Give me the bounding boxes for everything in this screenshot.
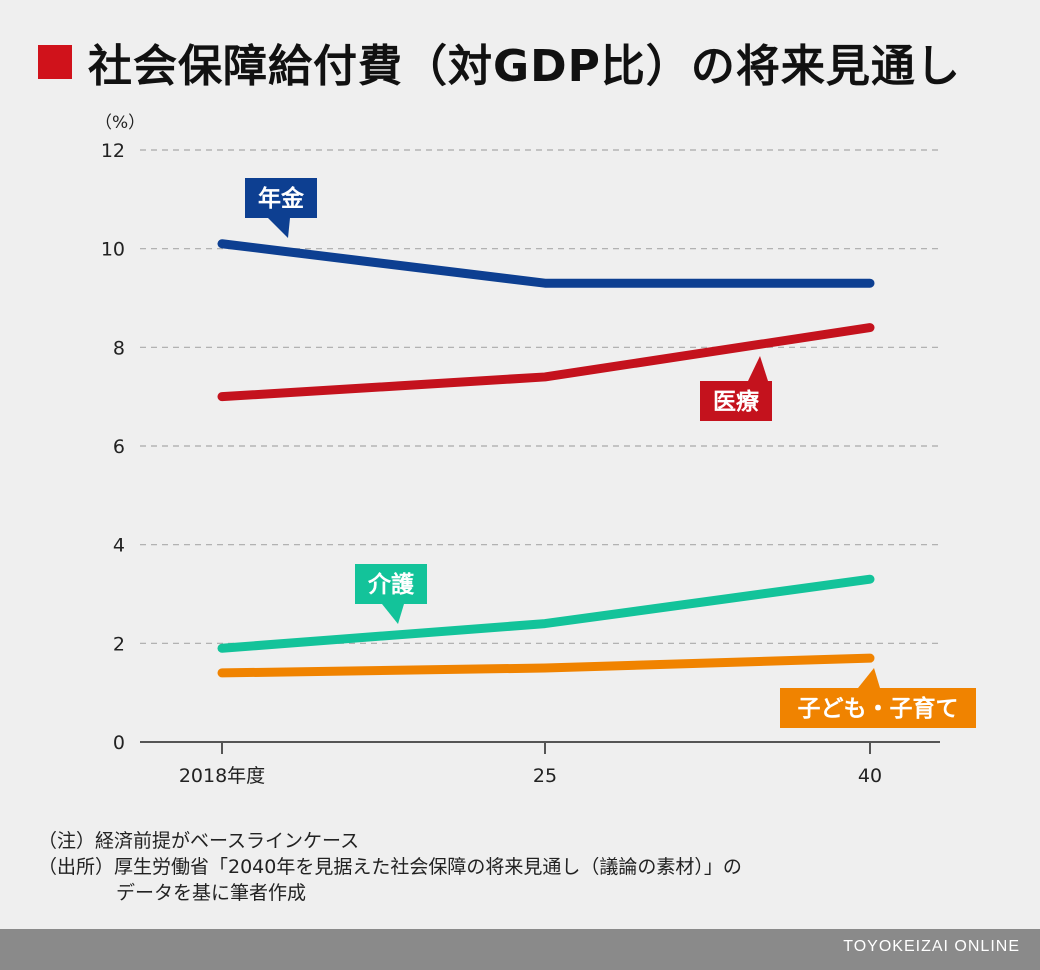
y-tick-label: 2 xyxy=(113,633,125,655)
series-label: 子ども・子育て xyxy=(780,668,976,728)
y-axis-unit-label: （%） xyxy=(95,113,145,133)
series-line xyxy=(217,239,875,288)
series-label: 医療 xyxy=(700,356,772,421)
series-label-pointer xyxy=(268,218,290,238)
series-label-text: 年金 xyxy=(258,185,305,212)
series-line xyxy=(217,323,875,402)
series-label-box xyxy=(700,381,772,421)
notes: （注）経済前提がベースラインケース （出所）厚生労働省「2040年を見据えた社会… xyxy=(38,828,742,906)
y-tick-label: 6 xyxy=(113,436,125,458)
note-source: （出所）厚生労働省「2040年を見据えた社会保障の将来見通し（議論の素材）」の xyxy=(38,856,742,878)
series-label-text: 介護 xyxy=(367,571,415,598)
series-label: 介護 xyxy=(355,564,427,624)
series-label-box xyxy=(780,688,976,728)
y-tick-label: 4 xyxy=(113,535,125,557)
x-tick-label: 25 xyxy=(533,765,557,787)
note-source-cont: データを基に筆者作成 xyxy=(116,882,307,904)
title-marker xyxy=(38,45,72,79)
series-label-box xyxy=(245,178,317,218)
y-tick-label: 0 xyxy=(113,732,125,754)
series-line xyxy=(217,653,875,678)
y-tick-label: 8 xyxy=(113,337,125,359)
series-label-box xyxy=(355,564,427,604)
series-label-pointer xyxy=(382,604,404,624)
series-label-text: 子ども・子育て xyxy=(798,695,959,722)
x-tick-label: 2018年度 xyxy=(179,765,265,787)
note-assumption: （注）経済前提がベースラインケース xyxy=(38,830,360,852)
title-block: 社会保障給付費（対GDP比）の将来見通し xyxy=(38,30,961,94)
series-label: 年金 xyxy=(245,178,317,238)
footer-bar: TOYOKEIZAI ONLINE xyxy=(0,929,1040,970)
x-tick-label: 40 xyxy=(858,765,882,787)
y-tick-label: 10 xyxy=(101,239,125,261)
series-line xyxy=(217,574,875,653)
footer-brand: TOYOKEIZAI ONLINE xyxy=(843,938,1020,955)
series-label-text: 医療 xyxy=(713,388,760,415)
y-tick-label: 12 xyxy=(101,140,125,162)
page-title: 社会保障給付費（対GDP比）の将来見通し xyxy=(88,41,961,92)
series-label-pointer xyxy=(858,668,880,688)
series-label-pointer xyxy=(748,356,768,381)
